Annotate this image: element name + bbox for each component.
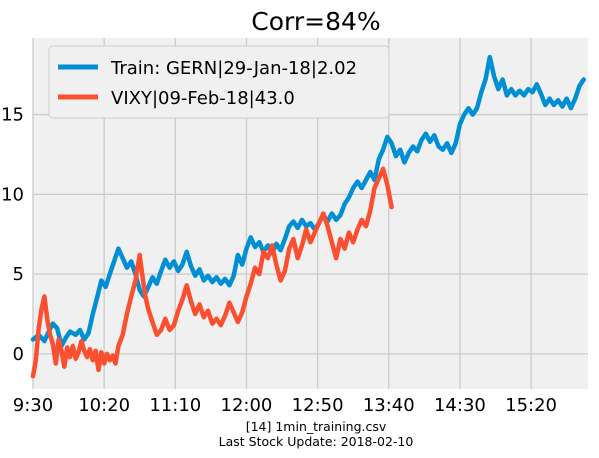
tick-labels: 9:30 10:20 11:10 12:00 12:50 13:40 14:30 15:20 0… (1, 105, 557, 416)
train-series-line (30, 54, 586, 349)
vixy-series-line (30, 166, 394, 379)
footer-file-label: [14] 1min_training.csv (246, 419, 387, 434)
y-tick-label: 0 (13, 344, 24, 365)
chart-title: Corr=84% (251, 7, 380, 36)
y-tick-label: 5 (13, 264, 24, 285)
x-tick-label: 10:20 (78, 395, 130, 416)
y-tick-label: 10 (1, 184, 24, 205)
legend: Train: GERN|29-Jan-18|2.02 VIXY|09-Feb-1… (48, 45, 390, 119)
x-tick-label: 15:20 (505, 395, 557, 416)
legend-label-vixy: VIXY|09-Feb-18|43.0 (111, 88, 295, 109)
x-tick-label: 13:40 (363, 395, 415, 416)
x-tick-label: 11:10 (149, 395, 201, 416)
legend-label-train: Train: GERN|29-Jan-18|2.02 (110, 58, 357, 79)
legend-box (48, 45, 390, 119)
x-tick-label: 9:30 (13, 395, 53, 416)
y-tick-label: 15 (1, 105, 24, 126)
x-tick-label: 12:00 (221, 395, 273, 416)
x-tick-label: 12:50 (292, 395, 344, 416)
x-tick-label: 14:30 (434, 395, 486, 416)
footer-update-label: Last Stock Update: 2018-02-10 (219, 434, 414, 449)
series-layer (30, 54, 586, 379)
